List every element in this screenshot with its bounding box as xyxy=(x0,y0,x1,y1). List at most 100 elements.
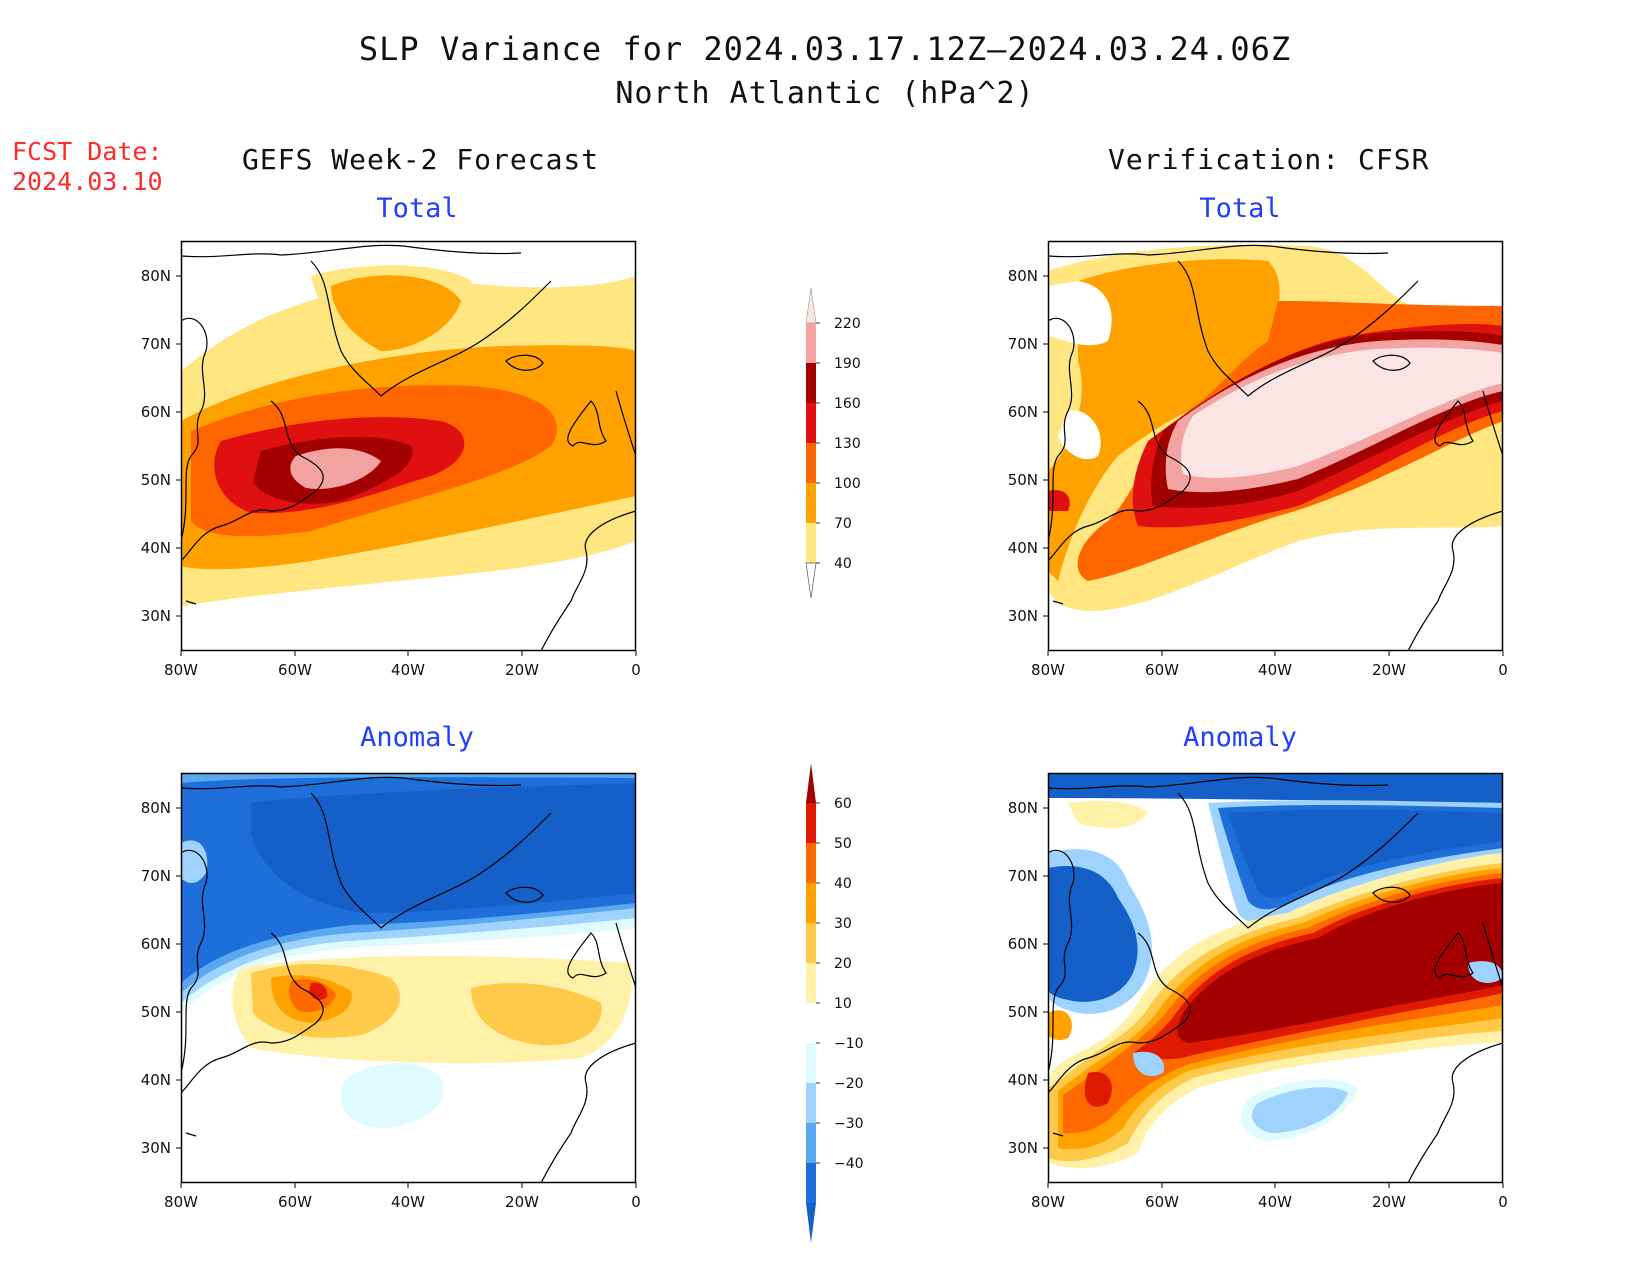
colorbar-label: 160 xyxy=(834,396,861,412)
colorbar-label: −20 xyxy=(834,1076,864,1092)
lat-tick-label: 70N xyxy=(141,335,171,353)
lon-tick-label: 40W xyxy=(1258,661,1292,679)
fill-layer xyxy=(1048,773,1503,1183)
lat-ticks: 80N 70N 60N 50N 40N 30N xyxy=(141,799,181,1157)
lat-tick-label: 60N xyxy=(141,403,171,421)
colorbar-label: 50 xyxy=(834,836,852,852)
colorbar-label: −30 xyxy=(834,1116,864,1132)
lon-tick-label: 60W xyxy=(278,661,312,679)
colorbar-segment xyxy=(806,403,816,443)
colorbar-segment xyxy=(806,1203,816,1243)
map-frame xyxy=(1047,240,1504,652)
colorbar-segment xyxy=(806,1123,816,1163)
lat-tick-label: 80N xyxy=(141,799,171,817)
lat-tick-label: 60N xyxy=(1008,935,1038,953)
colorbar-label: −10 xyxy=(834,1036,864,1052)
colorbar-segment xyxy=(806,763,816,803)
panel-title-forecast-anomaly: Anomaly xyxy=(360,722,474,753)
lon-tick-label: 80W xyxy=(1031,661,1065,679)
lat-tick-label: 70N xyxy=(1008,335,1038,353)
colorbar-segment xyxy=(806,963,816,1003)
lat-ticks: 80N 70N 60N 50N 40N 30N xyxy=(141,267,181,625)
fcst-date: FCST Date: 2024.03.10 xyxy=(12,137,163,197)
column-title-forecast: GEFS Week-2 Forecast xyxy=(242,143,600,176)
lon-tick-label: 20W xyxy=(1372,661,1406,679)
lon-tick-label: 80W xyxy=(1031,1193,1065,1211)
lat-tick-label: 40N xyxy=(141,1071,171,1089)
colorbar-segment xyxy=(806,1043,816,1083)
panel-title-verification-total: Total xyxy=(1199,193,1281,224)
lon-ticks: 80W 60W 40W 20W 0 xyxy=(1031,1183,1508,1211)
fill-layer xyxy=(1048,241,1503,651)
lon-tick-label: 40W xyxy=(391,661,425,679)
lat-tick-label: 60N xyxy=(1008,403,1038,421)
lon-tick-label: 60W xyxy=(1145,661,1179,679)
lon-ticks: 80W 60W 40W 20W 0 xyxy=(164,1183,641,1211)
lon-tick-label: 80W xyxy=(164,1193,198,1211)
coastlines xyxy=(1048,244,1503,651)
lat-tick-label: 70N xyxy=(1008,867,1038,885)
colorbar-segment xyxy=(805,287,817,324)
fcst-label: FCST Date: xyxy=(12,137,163,166)
lat-tick-label: 80N xyxy=(1008,267,1038,285)
colorbar-segment xyxy=(806,323,816,363)
lat-tick-label: 40N xyxy=(1008,539,1038,557)
colorbar-segment xyxy=(806,803,816,843)
colorbar-segments: 220 190 160 130 100 70 40 xyxy=(805,287,861,599)
fill-layer xyxy=(181,241,636,651)
lat-tick-label: 80N xyxy=(1008,799,1038,817)
lat-tick-label: 50N xyxy=(1008,471,1038,489)
colorbar-label: 130 xyxy=(834,436,861,452)
lon-tick-label: 40W xyxy=(1258,1193,1292,1211)
map-frame xyxy=(180,772,637,1184)
colorbar-label: 220 xyxy=(834,316,861,332)
map-frame xyxy=(1047,772,1504,1184)
colorbar-segment xyxy=(806,1003,816,1043)
colorbar-segment xyxy=(806,883,816,923)
lon-tick-label: 0 xyxy=(631,661,641,679)
colorbar-label: 40 xyxy=(834,556,852,572)
lon-ticks: 80W 60W 40W 20W 0 xyxy=(1031,651,1508,679)
lat-ticks: 80N 70N 60N 50N 40N 30N xyxy=(1008,267,1048,625)
coastlines xyxy=(181,244,636,651)
colorbar-label: 20 xyxy=(834,956,852,972)
lon-tick-label: 0 xyxy=(1498,661,1508,679)
colorbar-segment xyxy=(806,923,816,963)
colorbar-label: 60 xyxy=(834,796,852,812)
colorbar-segment xyxy=(806,483,816,523)
lat-ticks: 80N 70N 60N 50N 40N 30N xyxy=(1008,799,1048,1157)
colorbar-label: 190 xyxy=(834,356,861,372)
panel-title-forecast-total: Total xyxy=(376,193,458,224)
map-verification-anomaly: 80N 70N 60N 50N 40N 30N 80W 60W 40W 20W … xyxy=(1008,772,1508,1211)
lon-tick-label: 20W xyxy=(1372,1193,1406,1211)
map-forecast-anomaly: 80N 70N 60N 50N 40N 30N 80W 60W 40W 20W … xyxy=(141,772,641,1211)
lon-ticks: 80W 60W 40W 20W 0 xyxy=(164,651,641,679)
lon-tick-label: 80W xyxy=(164,661,198,679)
lat-tick-label: 40N xyxy=(1008,1071,1038,1089)
main-title: SLP Variance for 2024.03.17.12Z–2024.03.… xyxy=(358,30,1292,68)
colorbar-segment xyxy=(805,562,817,599)
lat-tick-label: 40N xyxy=(141,539,171,557)
fcst-value: 2024.03.10 xyxy=(12,167,163,196)
main-subtitle: North Atlantic (hPa^2) xyxy=(615,76,1035,111)
lon-tick-label: 40W xyxy=(391,1193,425,1211)
colorbar-label: 10 xyxy=(834,996,852,1012)
lat-tick-label: 60N xyxy=(141,935,171,953)
lat-tick-label: 50N xyxy=(141,1003,171,1021)
colorbar-anomaly: 60 50 40 30 20 10 −10 −20 −30 −40 xyxy=(806,763,864,1243)
colorbar-label: 40 xyxy=(834,876,852,892)
column-title-verification: Verification: CFSR xyxy=(1108,143,1430,176)
coastlines xyxy=(1048,776,1503,1183)
lon-tick-label: 20W xyxy=(505,661,539,679)
lat-tick-label: 30N xyxy=(141,607,171,625)
colorbar-segment xyxy=(806,1163,816,1203)
colorbar-segment xyxy=(806,363,816,403)
lat-tick-label: 30N xyxy=(1008,607,1038,625)
colorbar-segment xyxy=(806,443,816,483)
lat-tick-label: 70N xyxy=(141,867,171,885)
lon-tick-label: 60W xyxy=(278,1193,312,1211)
colorbar-segments: 60 50 40 30 20 10 −10 −20 −30 −40 xyxy=(806,763,864,1243)
lat-tick-label: 50N xyxy=(141,471,171,489)
lat-tick-label: 30N xyxy=(141,1139,171,1157)
colorbar-segment xyxy=(806,523,816,563)
